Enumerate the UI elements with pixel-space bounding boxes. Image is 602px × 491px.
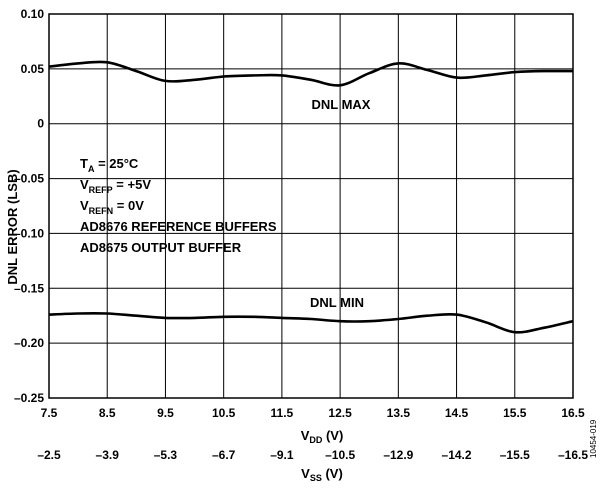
y-tick-label: –0.25 [14, 391, 44, 405]
x-tick-label-vdd: 9.5 [157, 406, 174, 420]
series-line-dnl-max [48, 60, 574, 87]
x-tick-label-vdd: 8.5 [99, 406, 116, 420]
condition-vrefn: VREFN = 0V [80, 198, 144, 216]
condition-vrefp: VREFP = +5V [80, 177, 151, 195]
series-group [48, 60, 574, 334]
condition-output-buffer: AD8675 OUTPUT BUFFER [80, 240, 242, 255]
y-tick-label: –0.15 [14, 281, 44, 295]
y-axis-label: DNL ERROR (LSB) [5, 169, 20, 284]
series-label-dnl-max: DNL MAX [312, 97, 371, 112]
x-tick-label-vss: –3.9 [96, 448, 120, 462]
y-tick-labels: 0.10 0.05 0 –0.05 –0.10 –0.15 –0.20 –0.25 [14, 7, 44, 405]
x-tick-label-vdd: 11.5 [271, 406, 294, 420]
conditions-block: TA = 25°C VREFP = +5V VREFN = 0V AD8676 … [80, 156, 277, 255]
x-tick-label-vdd: 12.5 [328, 406, 352, 420]
x-tick-label-vss: –14.2 [442, 448, 472, 462]
condition-reference-buffers: AD8676 REFERENCE BUFFERS [80, 219, 277, 234]
x-tick-label-vss: –9.1 [270, 448, 294, 462]
y-tick-label: 0.05 [21, 62, 45, 76]
x-tick-label-vss: –16.5 [558, 448, 588, 462]
x-axis-label-vss: VSS (V) [301, 466, 343, 483]
x-tick-label-vdd: 14.5 [445, 406, 469, 420]
y-tick-label: 0.10 [21, 7, 45, 21]
x-tick-label-vdd: 10.5 [212, 406, 236, 420]
x-tick-label-vdd: 7.5 [41, 406, 58, 420]
series-label-dnl-min: DNL MIN [310, 295, 364, 310]
series-line-dnl-min [48, 312, 574, 334]
x-tick-label-vss: –12.9 [383, 448, 413, 462]
y-tick-label: –0.05 [14, 172, 44, 186]
x-tick-label-vss: –2.5 [37, 448, 61, 462]
y-tick-label: –0.20 [14, 336, 44, 350]
x-tick-label-vss: –15.5 [500, 448, 530, 462]
y-tick-label: –0.10 [14, 226, 44, 240]
x-tick-label-vss: –6.7 [212, 448, 236, 462]
x-tick-labels: 7.5 –2.5 8.5 –3.9 9.5 –5.3 10.5 –6.7 11.5 –9.1 12.… [37, 406, 588, 462]
x-tick-label-vdd: 16.5 [561, 406, 585, 420]
x-tick-label-vdd: 13.5 [387, 406, 411, 420]
y-tick-label: 0 [37, 117, 44, 131]
x-tick-label-vss: –10.5 [325, 448, 355, 462]
x-tick-label-vdd: 15.5 [503, 406, 527, 420]
condition-ta: TA = 25°C [80, 156, 139, 174]
x-tick-label-vss: –5.3 [154, 448, 178, 462]
plot-frame [48, 13, 574, 399]
figure-id: 10454-019 [589, 419, 598, 458]
x-axis-label-vdd: VDD (V) [301, 428, 344, 445]
